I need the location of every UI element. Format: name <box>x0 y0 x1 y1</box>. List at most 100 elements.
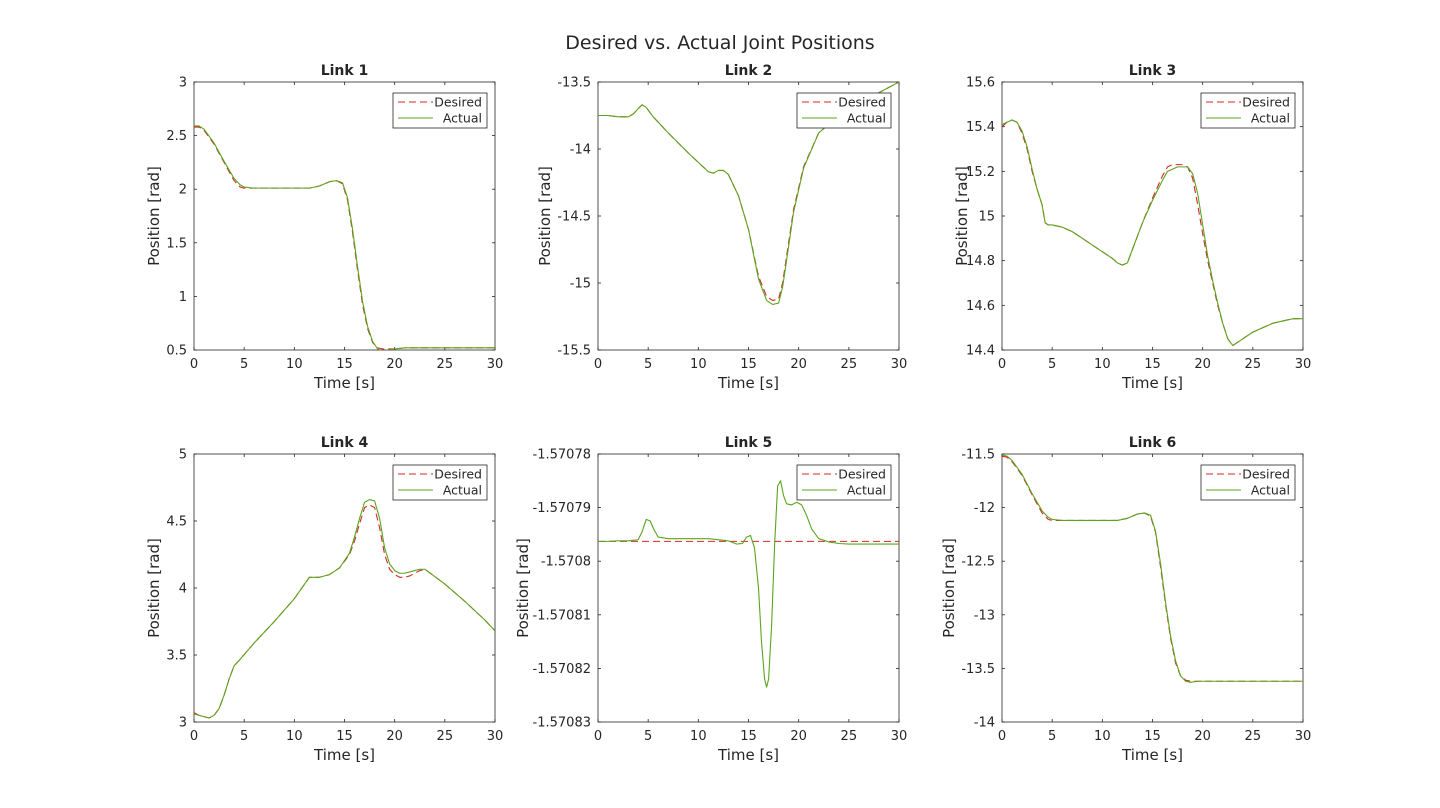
x-tick-label: 15 <box>1144 729 1161 744</box>
legend-entry-label: Actual <box>1251 483 1290 498</box>
x-tick-label: 10 <box>1094 357 1111 372</box>
y-tick-label: -13.5 <box>557 76 591 91</box>
x-tick-label: 0 <box>998 729 1006 744</box>
subplot-title: Link 4 <box>321 435 369 451</box>
y-tick-label: -1.57082 <box>533 662 591 677</box>
x-tick-label: 25 <box>1245 729 1262 744</box>
x-tick-label: 10 <box>286 357 303 372</box>
y-axis-label: Position [rad] <box>940 538 958 638</box>
y-axis-label: Position [rad] <box>145 166 163 266</box>
y-tick-label: 14.6 <box>966 299 995 314</box>
y-tick-label: -1.57083 <box>533 716 591 731</box>
series-actual-line <box>598 480 899 688</box>
x-tick-label: 25 <box>1245 357 1262 372</box>
y-tick-label: 0.5 <box>166 344 187 359</box>
series-group <box>598 480 899 688</box>
y-tick-label: -1.57079 <box>533 501 591 516</box>
y-tick-label: 2 <box>179 183 187 198</box>
x-tick-label: 15 <box>336 357 353 372</box>
x-tick-label: 0 <box>190 357 198 372</box>
x-tick-label: 25 <box>437 357 454 372</box>
series-actual-line <box>1002 119 1303 347</box>
legend-box <box>1200 92 1296 129</box>
subplot-2: 0 5 10 15 20 25 30 -15.5 -15 -14.5 -14 -13.5 Link 2 T… <box>536 63 907 392</box>
x-tick-label: 0 <box>190 729 198 744</box>
y-tick-label: 3 <box>179 76 187 91</box>
legend-entry-label: Actual <box>443 111 482 126</box>
subplot-title: Link 6 <box>1129 435 1177 451</box>
subplot-title: Link 3 <box>1129 63 1177 79</box>
x-tick-label: 15 <box>1144 357 1161 372</box>
x-tick-label: 10 <box>690 357 707 372</box>
y-tick-label: -14.5 <box>557 210 591 225</box>
y-tick-label: -14 <box>570 143 591 158</box>
legend-box <box>796 464 892 501</box>
x-tick-label: 30 <box>487 357 504 372</box>
x-tick-label: 20 <box>790 357 807 372</box>
y-tick-label: 1 <box>179 290 187 305</box>
x-tick-label: 15 <box>336 729 353 744</box>
x-tick-label: 10 <box>286 729 303 744</box>
x-tick-label: 20 <box>1194 357 1211 372</box>
subplot-1: 0 5 10 15 20 25 30 0.5 1 1.5 2 2.5 3 Link 1 Time [s] Po… <box>145 63 503 392</box>
legend-entry-label: Desired <box>1242 95 1290 110</box>
legend-entry-label: Desired <box>434 95 482 110</box>
subplot-6: 0 5 10 15 20 25 30 -14 -13.5 -13 -12.5 -12 -11.5 Link… <box>940 435 1311 764</box>
series-group <box>1002 119 1303 347</box>
y-tick-label: 1.5 <box>166 236 187 251</box>
y-tick-label: -14 <box>974 716 995 731</box>
series-group <box>1002 454 1303 683</box>
x-tick-label: 20 <box>790 729 807 744</box>
x-tick-label: 25 <box>841 357 858 372</box>
x-tick-label: 15 <box>740 357 757 372</box>
legend-box <box>392 464 488 501</box>
series-group <box>194 499 495 719</box>
legend-box <box>1200 464 1296 501</box>
legend-entry-label: Actual <box>847 483 886 498</box>
x-tick-label: 25 <box>841 729 858 744</box>
x-tick-label: 5 <box>644 357 652 372</box>
x-tick-label: 30 <box>1295 357 1312 372</box>
y-tick-label: -12 <box>974 501 995 516</box>
subplot-3: 0 5 10 15 20 25 30 14.4 14.6 14.8 15 15.2 15.4 15.6 Li… <box>953 63 1311 392</box>
subplot-4: 0 5 10 15 20 25 30 3 3.5 4 4.5 5 Link 4 Time [s] Posit… <box>145 435 503 764</box>
y-tick-label: -15 <box>570 277 591 292</box>
x-tick-label: 30 <box>487 729 504 744</box>
y-tick-label: 4 <box>179 582 187 597</box>
x-tick-label: 20 <box>1194 729 1211 744</box>
y-tick-label: 3.5 <box>166 649 187 664</box>
legend-entry-label: Desired <box>1242 467 1290 482</box>
x-tick-label: 30 <box>1295 729 1312 744</box>
y-tick-label: 5 <box>179 448 187 463</box>
y-tick-label: -12.5 <box>961 555 995 570</box>
x-axis-label: Time [s] <box>1121 746 1183 764</box>
legend-entry-label: Actual <box>1251 111 1290 126</box>
legend-entry-label: Actual <box>847 111 886 126</box>
y-tick-label: 15.6 <box>966 76 995 91</box>
series-group <box>194 125 495 350</box>
series-actual-line <box>194 499 495 719</box>
series-actual-line <box>598 82 899 305</box>
subplot-title: Link 2 <box>725 63 773 79</box>
subplot-5: 0 5 10 15 20 25 30 -1.57083 -1.57082 -1.57081 -1.5… <box>514 435 907 764</box>
figure-title: Desired vs. Actual Joint Positions <box>565 32 874 54</box>
y-tick-label: -13 <box>974 608 995 623</box>
x-tick-label: 25 <box>437 729 454 744</box>
x-tick-label: 5 <box>240 729 248 744</box>
y-axis-label: Position [rad] <box>514 538 532 638</box>
x-tick-label: 20 <box>386 729 403 744</box>
x-tick-label: 10 <box>1094 729 1111 744</box>
x-tick-label: 5 <box>644 729 652 744</box>
x-axis-label: Time [s] <box>717 374 779 392</box>
y-tick-label: -1.5708 <box>541 555 591 570</box>
x-tick-label: 0 <box>594 729 602 744</box>
legend-entry-label: Desired <box>434 467 482 482</box>
